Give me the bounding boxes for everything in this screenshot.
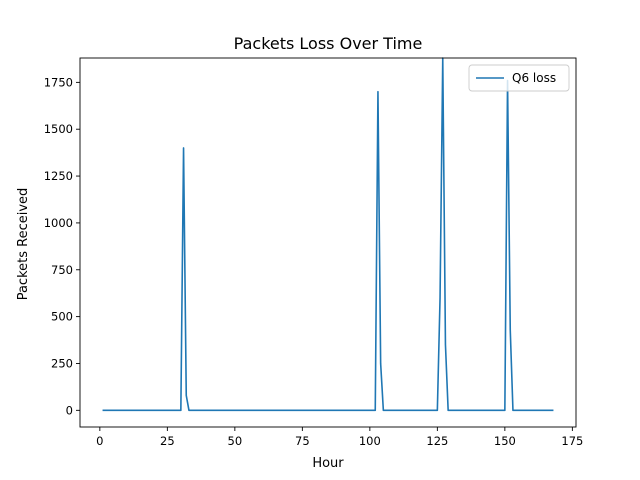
x-tick-label: 25 [160, 434, 175, 448]
plot-area: 0 25 50 75 100 125 150 175025050075010001250150… [44, 57, 583, 448]
data-point-0-2 [183, 147, 185, 149]
y-tick-label: 1000 [44, 216, 73, 230]
y-tick-label: 500 [51, 310, 73, 324]
data-point-0-10 [439, 297, 441, 299]
axes-frame [79, 57, 577, 428]
x-axis-label: Hour [312, 456, 344, 471]
legend: Q6 loss [468, 64, 570, 92]
x-tick-label: 50 [228, 434, 243, 448]
data-point-0-18 [553, 410, 555, 412]
y-tick-label: 0 [66, 403, 73, 417]
x-tick-label: 75 [295, 434, 310, 448]
data-point-0-5 [374, 410, 376, 412]
data-point-0-9 [437, 410, 439, 412]
y-tick-label: 1250 [44, 169, 73, 183]
data-point-0-3 [185, 395, 187, 397]
data-point-0-14 [504, 410, 506, 412]
data-point-0-8 [383, 410, 385, 412]
legend-label-0: Q6 loss [512, 71, 556, 85]
y-tick-label: 250 [51, 356, 73, 370]
y-tick-label: 1500 [44, 122, 73, 136]
x-tick-label: 150 [494, 434, 516, 448]
x-tick-label: 175 [561, 434, 583, 448]
data-point-0-13 [447, 410, 449, 412]
data-point-0-0 [102, 410, 104, 412]
data-point-0-12 [445, 344, 447, 346]
y-tick-label: 1750 [44, 75, 73, 89]
x-tick-label: 100 [359, 434, 381, 448]
x-tick-label: 125 [426, 434, 448, 448]
data-point-0-16 [509, 329, 511, 331]
data-point-0-1 [180, 410, 182, 412]
data-point-0-4 [188, 410, 190, 412]
y-tick-label: 750 [51, 263, 73, 277]
data-point-0-17 [512, 410, 514, 412]
data-point-0-7 [380, 363, 382, 365]
x-tick-label: 0 [96, 434, 103, 448]
chart-title: Packets Loss Over Time [234, 34, 423, 53]
data-point-0-6 [377, 91, 379, 93]
y-axis-label: Packets Received [16, 188, 31, 301]
legend-box [468, 64, 570, 92]
